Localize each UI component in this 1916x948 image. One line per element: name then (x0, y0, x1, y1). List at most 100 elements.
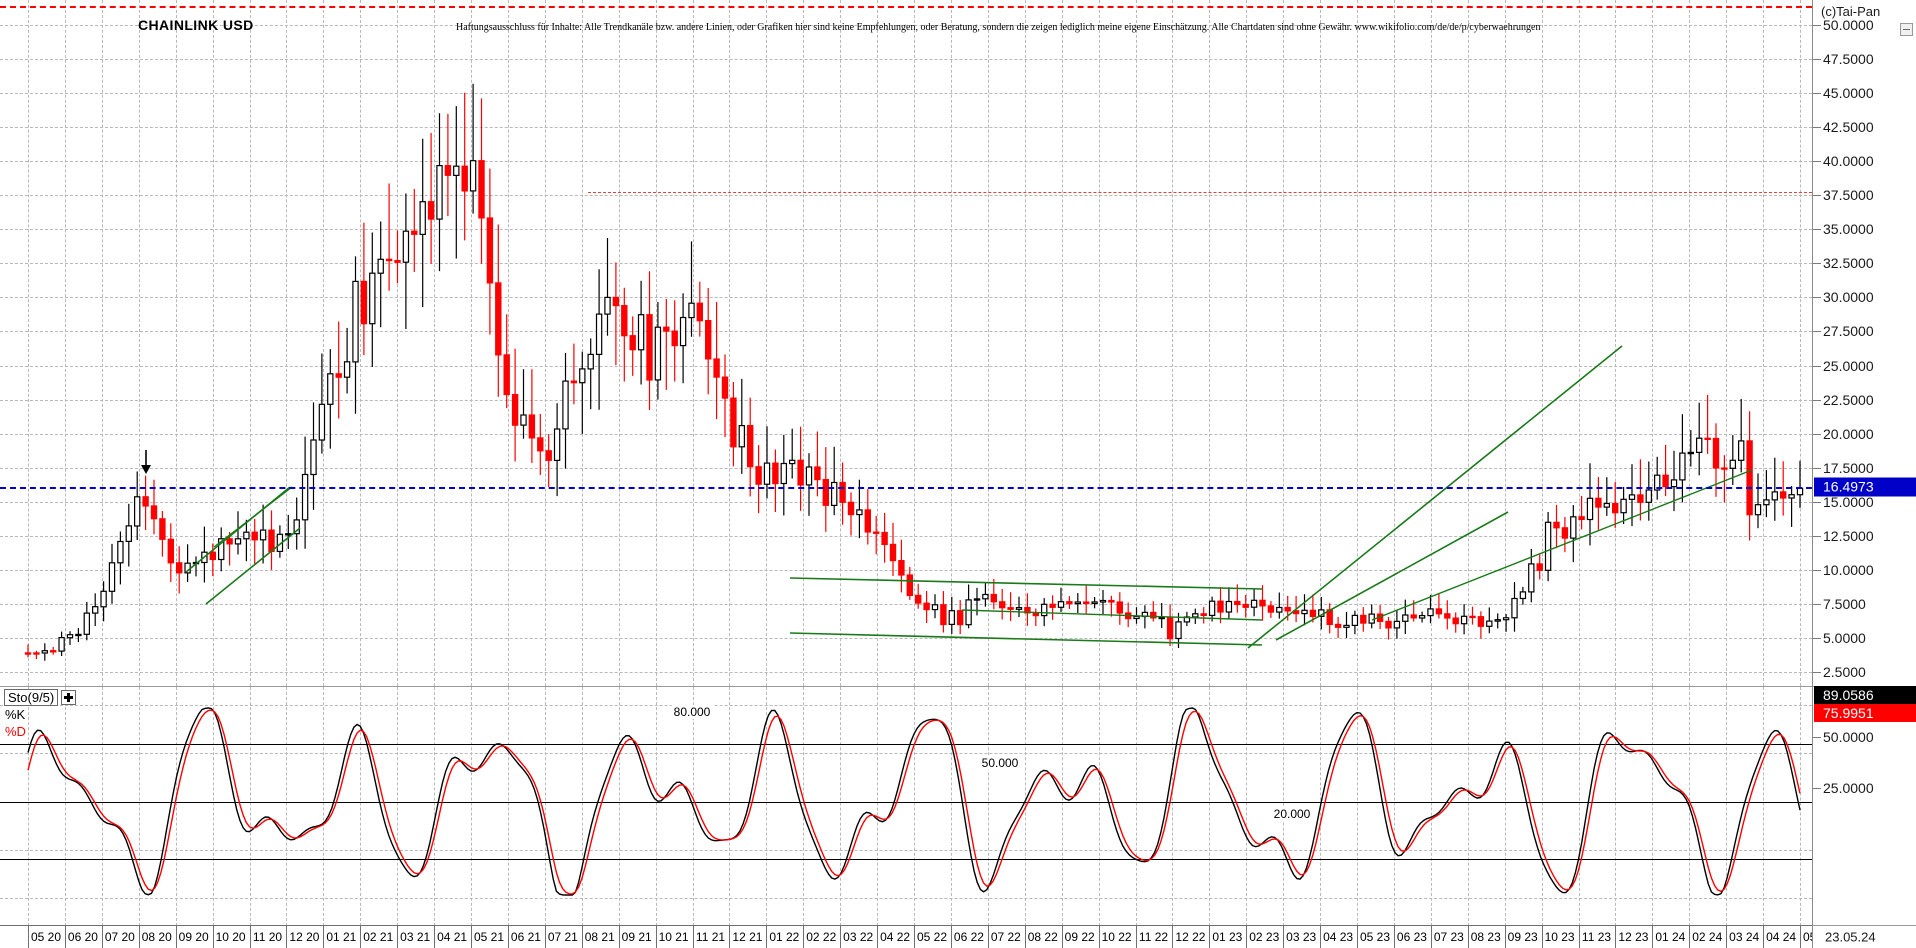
price-tick-dash (1813, 672, 1821, 673)
date-axis-label: 07 23 (1433, 930, 1464, 944)
date-axis-label: 09 22 (1064, 930, 1095, 944)
price-axis-tick: 22.5000 (1823, 391, 1874, 408)
price-axis-tick: 10.0000 (1823, 561, 1874, 578)
date-tick-mark (1800, 926, 1801, 948)
date-tick-mark (581, 926, 583, 948)
date-tick-mark (766, 926, 768, 948)
stochastic-level-line (0, 801, 1812, 803)
date-axis-label: 04 24 (1766, 930, 1797, 944)
price-axis-tick: 50.0000 (1823, 17, 1874, 33)
stochastic-k-label: %K (5, 707, 28, 722)
date-axis-label: 04 23 (1323, 930, 1354, 944)
page-title: CHAINLINK USD (138, 17, 254, 33)
date-tick-mark (1209, 926, 1211, 948)
stochastic-axis-tick-50: 50.0000 (1823, 729, 1874, 745)
stochastic-level-line (0, 859, 1812, 861)
stochastic-panel[interactable]: Sto(9/5) %K %D 80.000 50.000 20.000 (0, 686, 1812, 926)
date-axis-label: 03 24 (1729, 930, 1760, 944)
stochastic-series (27, 707, 1801, 896)
date-tick-mark (1320, 926, 1322, 948)
date-axis-label: 07 21 (547, 930, 578, 944)
date-axis-label: 05 24 (1802, 930, 1812, 944)
price-tick-dash (1813, 93, 1821, 95)
price-axis-tick: 45.0000 (1823, 85, 1874, 102)
date-tick-mark (1061, 926, 1063, 948)
date-axis-label: 01 24 (1655, 930, 1686, 944)
plus-box-icon[interactable] (61, 690, 77, 705)
copyright-label: (c)Tai-Pan (1821, 4, 1881, 19)
date-axis-label: 02 21 (363, 930, 394, 944)
price-axis-tick: 27.5000 (1823, 323, 1874, 340)
price-tick-dash (1813, 263, 1821, 265)
date-axis-label: 02 24 (1692, 930, 1723, 944)
date-axis-label: 11 22 (1138, 930, 1169, 944)
date-tick-mark (1430, 926, 1432, 948)
price-axis-tick: 30.0000 (1823, 289, 1874, 306)
date-axis-label: 05 22 (916, 930, 948, 944)
level-label-80: 80.000 (671, 705, 713, 719)
axis-divider-2 (1813, 925, 1916, 926)
date-tick-mark (729, 926, 731, 948)
price-tick-dash (1813, 535, 1821, 537)
date-axis-label: 12 21 (732, 930, 763, 944)
minimize-icon[interactable] (1900, 23, 1913, 36)
value-axis[interactable]: (c)Tai-Pan 50.0000 47.5000 45.0000 42.5000 4… (1812, 0, 1916, 948)
top-boundary-line (0, 6, 1812, 8)
date-tick-mark (471, 926, 472, 948)
candlestick-series (24, 83, 1804, 661)
current-price-flag: 16.4973 (1814, 477, 1916, 497)
price-tick-dash (1813, 127, 1821, 129)
price-tick-dash (1813, 229, 1821, 231)
date-tick-mark (1172, 926, 1174, 948)
price-tick-dash (1813, 331, 1821, 333)
price-axis-tick: 37.5000 (1823, 187, 1874, 204)
price-axis-tick: 32.5000 (1823, 255, 1874, 272)
date-axis-label: 08 23 (1470, 930, 1501, 944)
date-tick-mark (397, 926, 399, 948)
price-axis-tick: 20.0000 (1823, 425, 1874, 442)
date-tick-mark (987, 926, 989, 948)
current-price-line (0, 487, 1812, 489)
date-tick-mark (212, 926, 214, 948)
date-tick-mark (544, 926, 546, 948)
date-axis-label: 08 20 (141, 930, 172, 944)
price-axis-tick: 47.5000 (1823, 51, 1874, 68)
price-tick-dash (1813, 603, 1821, 605)
stochastic-legend: Sto(9/5) (4, 689, 77, 706)
date-axis-label: 09 20 (178, 930, 209, 944)
date-axis-label: 01 22 (769, 930, 800, 944)
date-tick-mark (803, 926, 805, 948)
price-tick-dash (1813, 25, 1821, 26)
date-axis-label: 12 20 (289, 930, 320, 944)
date-tick-mark (840, 926, 842, 948)
price-axis-tick: 40.0000 (1823, 153, 1874, 170)
price-tick-dash (1813, 467, 1821, 469)
date-tick-mark (1098, 926, 1100, 948)
date-tick-mark (249, 926, 251, 948)
price-axis-tick: 12.5000 (1823, 527, 1874, 544)
date-tick-mark (1467, 926, 1469, 948)
date-axis-label: 05 23 (1359, 930, 1391, 944)
date-tick-mark (1504, 926, 1506, 948)
date-tick-mark (1763, 926, 1765, 948)
stochastic-name-label[interactable]: Sto(9/5) (4, 689, 59, 706)
date-tick-mark (138, 926, 140, 948)
stochastic-tick-dash-50 (1813, 737, 1821, 738)
date-tick-mark (1024, 926, 1026, 948)
date-axis-label: 12 22 (1175, 930, 1206, 944)
price-chart-panel[interactable] (0, 0, 1812, 686)
date-tick-mark (323, 926, 325, 948)
price-tick-dash (1813, 637, 1821, 639)
stochastic-tick-dash-25 (1813, 788, 1821, 789)
date-axis-label: 12 23 (1618, 930, 1649, 944)
date-tick-mark (175, 926, 177, 948)
date-axis-label: 02 23 (1249, 930, 1280, 944)
date-axis-label: 01 23 (1212, 930, 1243, 944)
date-axis[interactable]: 05 20 06 20 07 20 08 20 09 20 10 20 11 20 12 20… (0, 925, 1812, 948)
disclaimer-text: Haftungsausschluss für Inhalte: Alle Tre… (456, 22, 1541, 33)
stochastic-d-label: %D (5, 724, 28, 739)
price-tick-dash (1813, 433, 1821, 435)
date-axis-label: 08 22 (1027, 930, 1058, 944)
date-axis-label: 03 21 (400, 930, 431, 944)
